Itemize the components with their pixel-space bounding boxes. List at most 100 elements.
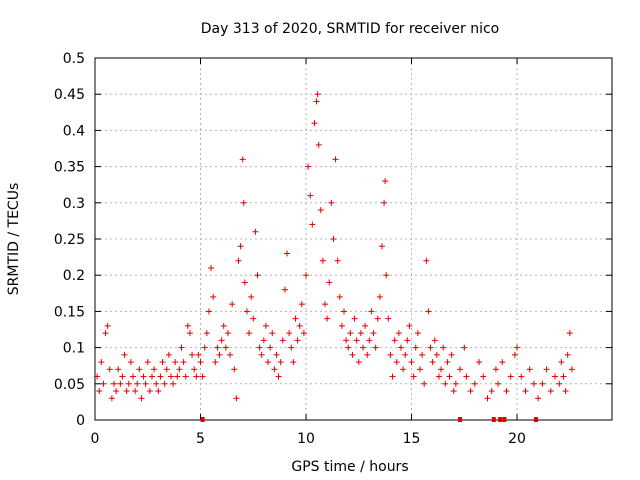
- data-point: [495, 380, 502, 387]
- data-point: [400, 366, 407, 373]
- data-point: [526, 366, 533, 373]
- x-axis-label: GPS time / hours: [291, 459, 408, 475]
- data-point: [372, 344, 379, 351]
- data-point: [284, 250, 291, 257]
- data-point: [552, 373, 559, 380]
- y-tick-label: 0.35: [54, 160, 85, 176]
- data-point: [419, 351, 426, 358]
- baseline-mark: [491, 417, 496, 422]
- data-point: [167, 373, 174, 380]
- data-point: [108, 395, 115, 402]
- data-point: [243, 308, 250, 315]
- data-point: [309, 221, 316, 228]
- data-point: [423, 257, 430, 264]
- data-point: [277, 359, 284, 366]
- data-point: [431, 337, 438, 344]
- data-point: [203, 330, 210, 337]
- data-point: [332, 156, 339, 163]
- data-point: [522, 388, 529, 395]
- y-tick-label: 0.45: [54, 87, 85, 103]
- data-point: [281, 286, 288, 293]
- data-point: [467, 388, 474, 395]
- data-point: [566, 330, 573, 337]
- data-point: [151, 366, 158, 373]
- data-point: [252, 228, 259, 235]
- data-point: [416, 366, 423, 373]
- data-point: [218, 337, 225, 344]
- data-point: [250, 315, 257, 322]
- data-point: [518, 373, 525, 380]
- data-point: [189, 351, 196, 358]
- data-point: [294, 337, 301, 344]
- x-tick-label: 10: [297, 431, 315, 447]
- data-point: [463, 373, 470, 380]
- baseline-mark: [502, 417, 507, 422]
- grid: [95, 58, 612, 420]
- data-point: [174, 373, 181, 380]
- data-point: [389, 373, 396, 380]
- data-point: [248, 293, 255, 300]
- data-point: [343, 337, 350, 344]
- data-point: [442, 380, 449, 387]
- data-point: [106, 366, 113, 373]
- data-point: [214, 344, 221, 351]
- data-point: [153, 380, 160, 387]
- x-tick-label: 5: [196, 431, 205, 447]
- data-point: [260, 337, 267, 344]
- y-axis-label: SRMTID / TECUs: [6, 183, 22, 296]
- data-point: [374, 315, 381, 322]
- plot-frame: [94, 57, 613, 421]
- data-point: [256, 344, 263, 351]
- data-point: [446, 373, 453, 380]
- data-point: [197, 359, 204, 366]
- data-point: [155, 388, 162, 395]
- data-point: [404, 337, 411, 344]
- data-point: [269, 330, 276, 337]
- data-point: [224, 330, 231, 337]
- data-point: [96, 388, 103, 395]
- data-point: [514, 344, 521, 351]
- data-point: [144, 359, 151, 366]
- data-point: [427, 344, 434, 351]
- data-point: [314, 91, 321, 98]
- baseline-mark: [498, 417, 503, 422]
- data-point: [376, 293, 383, 300]
- data-point: [383, 272, 390, 279]
- data-point: [279, 337, 286, 344]
- data-point: [448, 351, 455, 358]
- data-point: [273, 351, 280, 358]
- data-point: [182, 373, 189, 380]
- data-point: [556, 380, 563, 387]
- data-point: [163, 366, 170, 373]
- data-point: [539, 380, 546, 387]
- baseline-mark: [534, 417, 539, 422]
- data-point: [349, 351, 356, 358]
- data-point: [322, 301, 329, 308]
- data-point: [503, 388, 510, 395]
- data-point: [94, 373, 101, 380]
- data-point: [530, 380, 537, 387]
- data-point: [102, 330, 109, 337]
- data-point: [235, 257, 242, 264]
- data-point: [480, 373, 487, 380]
- data-point: [341, 308, 348, 315]
- data-point: [267, 344, 274, 351]
- data-point: [142, 380, 149, 387]
- data-point: [311, 120, 318, 127]
- data-point: [560, 373, 567, 380]
- data-point: [402, 351, 409, 358]
- data-point: [288, 344, 295, 351]
- data-point: [229, 301, 236, 308]
- data-point: [159, 359, 166, 366]
- data-point: [568, 366, 575, 373]
- data-point: [334, 257, 341, 264]
- data-point: [134, 380, 141, 387]
- data-point: [328, 199, 335, 206]
- data-point: [271, 366, 278, 373]
- data-point: [364, 351, 371, 358]
- data-point: [412, 344, 419, 351]
- data-point: [351, 315, 358, 322]
- data-point: [355, 359, 362, 366]
- data-point: [357, 330, 364, 337]
- data-point: [254, 272, 261, 279]
